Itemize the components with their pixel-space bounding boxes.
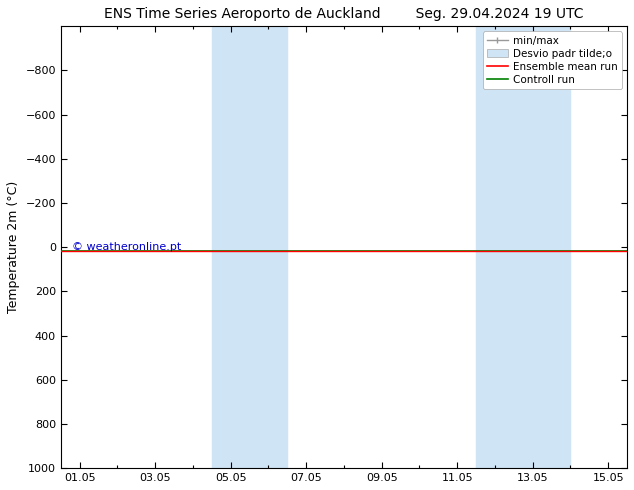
Title: ENS Time Series Aeroporto de Auckland        Seg. 29.04.2024 19 UTC: ENS Time Series Aeroporto de Auckland Se… (104, 7, 584, 21)
Text: © weatheronline.pt: © weatheronline.pt (72, 242, 181, 252)
Legend: min/max, Desvio padr tilde;o, Ensemble mean run, Controll run: min/max, Desvio padr tilde;o, Ensemble m… (482, 31, 622, 89)
Bar (476, 26, 571, 468)
Y-axis label: Temperature 2m (°C): Temperature 2m (°C) (7, 181, 20, 314)
Bar (212, 26, 287, 468)
